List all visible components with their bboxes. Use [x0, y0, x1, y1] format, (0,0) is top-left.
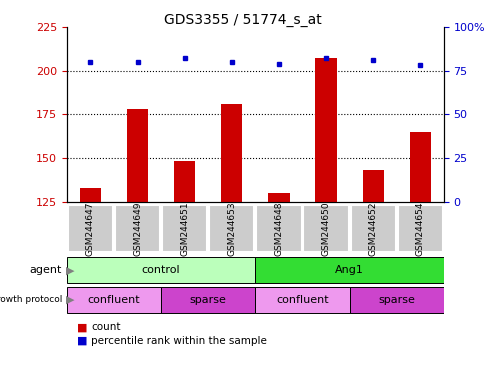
Text: sparse: sparse: [378, 295, 414, 305]
Bar: [127, 109, 148, 202]
Text: growth protocol: growth protocol: [0, 295, 62, 305]
Bar: [350, 205, 395, 252]
Text: sparse: sparse: [189, 295, 226, 305]
Text: Ang1: Ang1: [334, 265, 363, 275]
Bar: [397, 205, 442, 252]
Text: ■: ■: [76, 322, 87, 332]
Bar: [303, 205, 348, 252]
Text: GSM244650: GSM244650: [321, 201, 330, 256]
Bar: [80, 188, 101, 202]
Text: GSM244648: GSM244648: [274, 201, 283, 256]
Bar: [315, 58, 336, 202]
Bar: [255, 257, 443, 283]
Bar: [349, 287, 443, 313]
Bar: [209, 205, 254, 252]
Bar: [162, 205, 207, 252]
Bar: [221, 104, 242, 202]
Text: GSM244654: GSM244654: [415, 201, 424, 256]
Text: ■: ■: [76, 336, 87, 346]
Text: ▶: ▶: [66, 265, 75, 275]
Bar: [362, 170, 383, 202]
Bar: [256, 205, 301, 252]
Bar: [161, 287, 255, 313]
Bar: [67, 287, 161, 313]
Bar: [409, 132, 430, 202]
Text: GSM244651: GSM244651: [180, 201, 189, 256]
Text: confluent: confluent: [88, 295, 140, 305]
Text: percentile rank within the sample: percentile rank within the sample: [91, 336, 267, 346]
Bar: [115, 205, 160, 252]
Bar: [255, 287, 349, 313]
Bar: [174, 161, 195, 202]
Text: GSM244649: GSM244649: [133, 201, 142, 256]
Bar: [67, 257, 255, 283]
Text: GSM244653: GSM244653: [227, 201, 236, 256]
Text: GSM244652: GSM244652: [368, 201, 377, 256]
Text: control: control: [141, 265, 180, 275]
Text: count: count: [91, 322, 121, 332]
Bar: [68, 205, 113, 252]
Text: confluent: confluent: [275, 295, 328, 305]
Text: GDS3355 / 51774_s_at: GDS3355 / 51774_s_at: [163, 13, 321, 27]
Text: ▶: ▶: [66, 295, 75, 305]
Text: agent: agent: [30, 265, 62, 275]
Text: GSM244647: GSM244647: [86, 201, 95, 256]
Bar: [268, 193, 289, 202]
